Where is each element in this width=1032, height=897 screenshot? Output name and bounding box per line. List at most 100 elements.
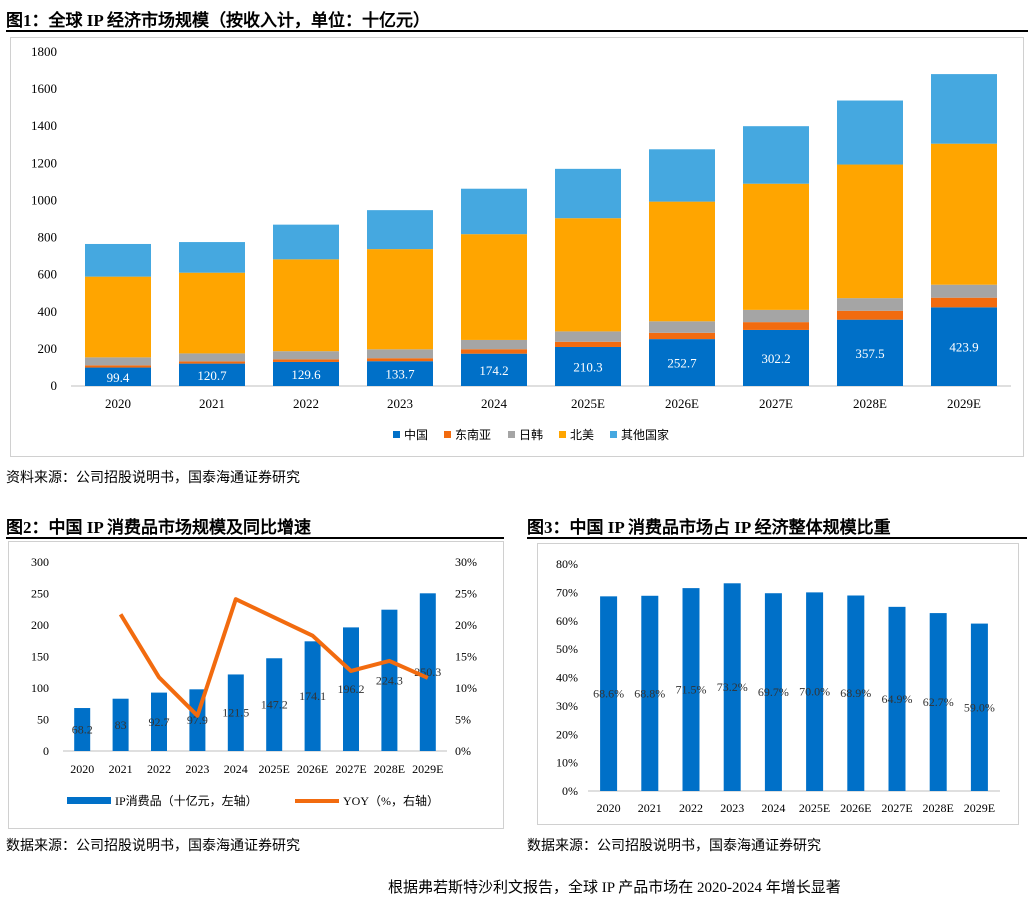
fig3-bar	[600, 596, 618, 791]
fig2-data-label: 121.5	[222, 706, 249, 720]
fig2-x-tick-label: 2022	[147, 762, 171, 776]
fig3-title: 图3：中国 IP 消费品市场占 IP 经济整体规模比重	[527, 518, 891, 537]
fig1-bar-segment	[85, 276, 151, 358]
fig2-title-rule	[6, 537, 504, 539]
fig2-chart-frame: 0 50 100 150 200 250 300 0% 5% 10% 15% 20% 25% 30% 68.…	[8, 541, 504, 829]
fig2-data-label: 97.9	[187, 713, 208, 727]
fig3-data-label: 73.2%	[717, 680, 748, 694]
fig2-y-right-tick-label: 10%	[455, 681, 477, 695]
fig3-chart-frame: 0% 10% 20% 30% 40% 50% 60% 70% 80% 68.6% 2020 68.8%…	[537, 543, 1019, 825]
fig3-y-tick-label: 60%	[556, 614, 578, 628]
fig1-data-label: 133.7	[385, 367, 415, 382]
fig1-y-tick-label: 400	[38, 304, 58, 319]
fig1-bar-segment	[743, 183, 809, 310]
fig1-bar-segment	[179, 272, 245, 354]
fig3-y-tick-label: 20%	[556, 727, 578, 741]
fig3-data-label: 68.9%	[840, 686, 871, 700]
fig2-legend-line-label: YOY（%，右轴）	[343, 793, 439, 808]
fig3-x-tick-label: 2025E	[799, 801, 830, 815]
fig1-bar-segment	[931, 74, 997, 144]
fig3-data-label: 71.5%	[676, 683, 707, 697]
fig1-x-tick-label: 2022	[293, 396, 319, 411]
fig1-bar-segment	[837, 298, 903, 311]
fig3-data-label: 69.7%	[758, 685, 789, 699]
fig1-bar-segment	[367, 358, 433, 362]
fig2-bar	[419, 593, 436, 751]
fig1-bar-segment	[273, 259, 339, 352]
fig1-bar-segment	[555, 168, 621, 219]
fig2-bar	[112, 698, 129, 751]
fig1-bar-segment	[273, 359, 339, 362]
fig2-x-tick-label: 2021	[109, 762, 133, 776]
fig1-data-label: 129.6	[291, 367, 321, 382]
fig1-legend-swatch	[559, 431, 566, 438]
fig3-bar	[970, 623, 988, 791]
fig1-legend-swatch	[444, 431, 451, 438]
fig3-bar	[929, 613, 947, 791]
fig1-legend-label: 其他国家	[621, 427, 669, 442]
fig1-data-label: 99.4	[107, 370, 130, 385]
fig1-title-rule	[6, 30, 1028, 32]
fig2-data-label: 92.7	[149, 715, 170, 729]
fig2-data-label: 147.2	[261, 698, 288, 712]
fig2-y-left-tick-label: 200	[31, 618, 49, 632]
fig2-y-left-tick-label: 0	[43, 744, 49, 758]
fig3-bar	[764, 593, 782, 791]
fig1-bar-segment	[743, 322, 809, 330]
fig3-bar	[847, 595, 865, 791]
fig2-x-tick-label: 2026E	[297, 762, 328, 776]
fig3-source: 数据来源：公司招股说明书，国泰海通证券研究	[527, 839, 821, 854]
fig1-bar-segment	[649, 321, 715, 333]
fig3-bar	[682, 588, 700, 791]
fig2-y-left-tick-label: 250	[31, 587, 49, 601]
fig1-y-tick-label: 1000	[31, 192, 57, 207]
fig3-y-tick-label: 50%	[556, 642, 578, 656]
fig3-x-tick-label: 2026E	[840, 801, 871, 815]
fig3-x-tick-label: 2023	[720, 801, 744, 815]
fig1-bar-segment	[837, 310, 903, 320]
fig1-bar-segment	[743, 126, 809, 184]
fig1-x-tick-label: 2024	[481, 396, 508, 411]
fig2-data-label: 174.1	[299, 689, 326, 703]
fig2-x-tick-label: 2023	[185, 762, 209, 776]
fig3-y-tick-label: 10%	[556, 756, 578, 770]
fig1-bar-segment	[555, 346, 621, 386]
fig2-y-left-tick-label: 300	[31, 555, 49, 569]
fig1-y-tick-label: 1200	[31, 155, 57, 170]
fig1-bar-segment	[743, 329, 809, 386]
fig3-data-label: 64.9%	[882, 692, 913, 706]
fig3-x-tick-label: 2027E	[881, 801, 912, 815]
fig2-bar	[227, 674, 244, 751]
fig2-x-tick-label: 2027E	[335, 762, 366, 776]
fig1-data-label: 302.2	[761, 351, 790, 366]
fig1-bar-segment	[931, 307, 997, 386]
fig3-bar	[806, 592, 824, 791]
fig1-bar-segment	[367, 249, 433, 350]
fig3-y-tick-label: 0%	[562, 784, 578, 798]
fig1-bar-segment	[555, 341, 621, 347]
fig1-bar-segment	[931, 143, 997, 285]
fig2-y-right-tick-label: 20%	[455, 618, 477, 632]
fig1-bar-segment	[85, 357, 151, 366]
fig2-bar	[343, 627, 359, 751]
fig1-bar-segment	[85, 243, 151, 277]
fig1-data-label: 423.9	[949, 340, 978, 355]
fig2-y-left-tick-label: 150	[31, 650, 49, 664]
fig3-data-label: 70.0%	[799, 685, 830, 699]
fig2-data-label: 68.2	[72, 723, 93, 737]
fig1-bar-segment	[837, 319, 903, 386]
fig1-bar-segment	[461, 353, 527, 386]
fig1-y-tick-label: 0	[51, 378, 58, 393]
fig1-bar-segment	[649, 149, 715, 202]
fig1-bar-segment	[461, 339, 527, 350]
fig2-legend-bar-label: IP消费品（十亿元，左轴）	[115, 793, 258, 808]
fig1-y-tick-label: 1400	[31, 118, 57, 133]
fig1-bar-segment	[461, 349, 527, 354]
fig1-bar-segment	[837, 164, 903, 299]
fig1-bar-segment	[461, 234, 527, 340]
fig1-bar-segment	[649, 332, 715, 340]
fig1-x-tick-label: 2027E	[759, 396, 793, 411]
fig1-bar-segment	[179, 363, 245, 386]
fig1-bar-segment	[931, 297, 997, 308]
fig3-data-label: 68.8%	[634, 686, 665, 700]
